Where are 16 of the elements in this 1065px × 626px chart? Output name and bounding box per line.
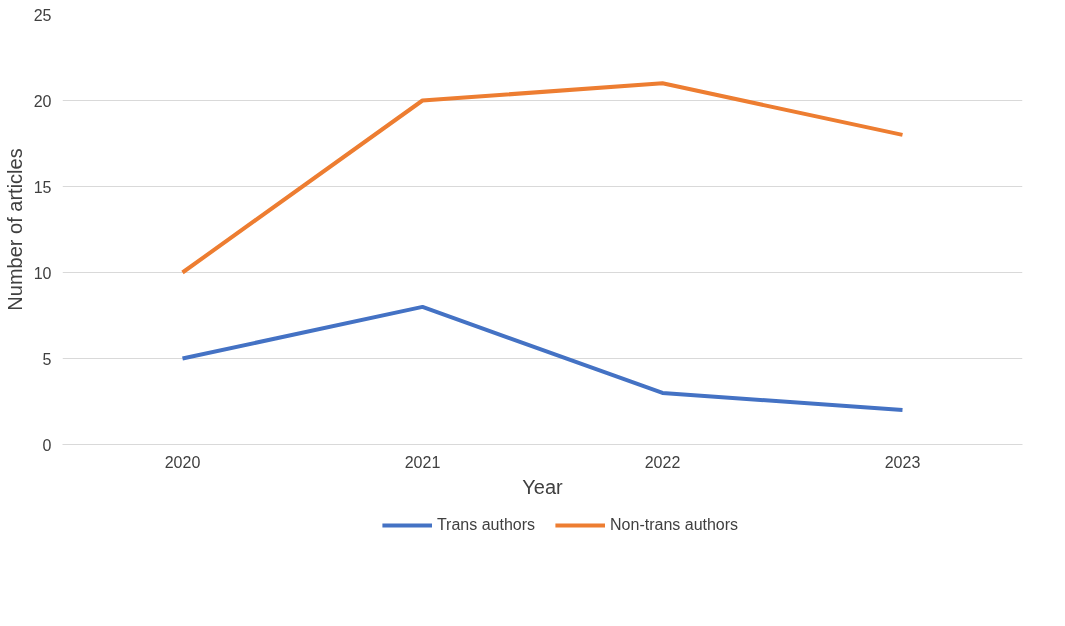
y-axis-title: Number of articles	[3, 148, 26, 311]
legend-label: Trans authors	[436, 516, 536, 534]
y-tick-label: 0	[42, 436, 52, 454]
y-tick-label: 10	[33, 264, 52, 282]
line-series	[180, 304, 905, 413]
x-tick-label: 2021	[404, 453, 441, 471]
x-tick-label: 2022	[644, 453, 681, 471]
y-tick-label: 5	[42, 350, 52, 368]
x-tick-label: 2023	[884, 453, 921, 471]
y-tick-label: 20	[33, 92, 52, 110]
x-axis-title: Year	[522, 475, 564, 498]
x-tick-label: 2020	[164, 453, 201, 471]
legend-label: Non-trans authors	[610, 516, 739, 534]
y-tick-label: 25	[33, 6, 52, 24]
line-series	[180, 81, 905, 275]
y-tick-label: 15	[33, 178, 52, 196]
